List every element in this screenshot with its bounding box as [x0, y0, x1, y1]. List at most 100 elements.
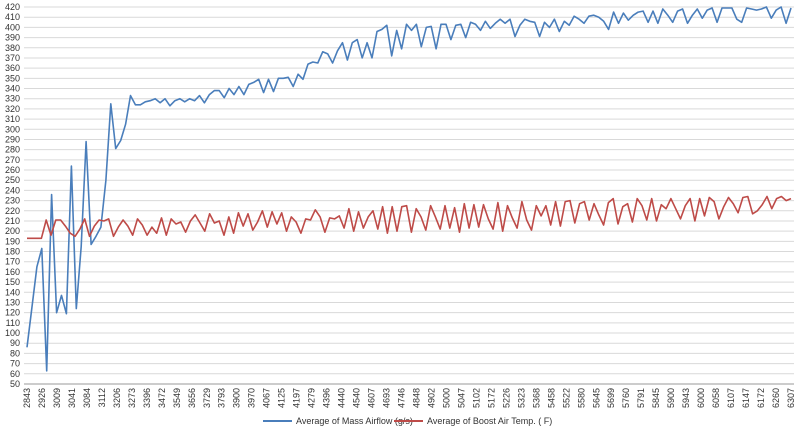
- x-tick-label: 5458: [546, 388, 556, 408]
- y-tick-label: 350: [5, 73, 20, 83]
- x-axis-tick-labels: 2843 2926 3009 3041 3084 3112 3206 3273 3396 3472…: [22, 388, 796, 408]
- y-tick-label: 250: [5, 175, 20, 185]
- x-tick-label: 4440: [337, 388, 347, 408]
- x-tick-label: 5900: [666, 388, 676, 408]
- x-tick-label: 5791: [636, 388, 646, 408]
- y-tick-label: 380: [5, 43, 20, 53]
- y-tick-label: 140: [5, 287, 20, 297]
- y-tick-label: 330: [5, 94, 20, 104]
- x-tick-label: 4125: [277, 388, 287, 408]
- x-tick-label: 5172: [486, 388, 496, 408]
- x-tick-label: 3549: [172, 388, 182, 408]
- x-tick-label: 3656: [187, 388, 197, 408]
- y-tick-label: 150: [5, 277, 20, 287]
- y-tick-label: 80: [10, 348, 20, 358]
- series-line-boost-air-temp: [27, 195, 792, 240]
- x-tick-label: 5323: [516, 388, 526, 408]
- x-tick-label: 6107: [726, 388, 736, 408]
- y-tick-label: 300: [5, 124, 20, 134]
- y-tick-label: 180: [5, 247, 20, 257]
- x-tick-label: 5226: [501, 388, 511, 408]
- legend-label-boost-air-temp: Average of Boost Air Temp. ( F): [427, 416, 552, 426]
- x-tick-label: 6307: [786, 388, 796, 408]
- x-tick-label: 6147: [741, 388, 751, 408]
- x-tick-label: 6172: [756, 388, 766, 408]
- x-tick-label: 4746: [397, 388, 407, 408]
- y-tick-label: 240: [5, 185, 20, 195]
- y-tick-label: 260: [5, 165, 20, 175]
- x-tick-label: 6058: [711, 388, 721, 408]
- y-tick-label: 170: [5, 257, 20, 267]
- y-tick-label: 410: [5, 12, 20, 22]
- x-tick-label: 4540: [352, 388, 362, 408]
- legend: Average of Mass Airflow (g/s) Average of…: [263, 416, 552, 426]
- x-tick-label: 4848: [411, 388, 421, 408]
- y-tick-label: 190: [5, 236, 20, 246]
- x-tick-label: 6000: [696, 388, 706, 408]
- y-tick-label: 220: [5, 206, 20, 216]
- x-tick-label: 4902: [426, 388, 436, 408]
- x-tick-label: 3273: [127, 388, 137, 408]
- y-tick-label: 230: [5, 196, 20, 206]
- x-tick-label: 5943: [681, 388, 691, 408]
- x-tick-label: 3041: [67, 388, 77, 408]
- y-tick-label: 400: [5, 22, 20, 32]
- y-tick-label: 420: [5, 2, 20, 12]
- y-axis-tick-labels: 5060708090100110120130140150160170180190…: [5, 2, 20, 389]
- x-tick-label: 4279: [307, 388, 317, 408]
- y-tick-label: 200: [5, 226, 20, 236]
- y-tick-label: 160: [5, 267, 20, 277]
- y-tick-label: 270: [5, 155, 20, 165]
- x-tick-label: 3396: [142, 388, 152, 408]
- x-tick-label: 4607: [367, 388, 377, 408]
- y-tick-label: 310: [5, 114, 20, 124]
- x-tick-label: 5580: [576, 388, 586, 408]
- x-tick-label: 3793: [217, 388, 227, 408]
- x-tick-label: 3112: [97, 388, 107, 407]
- series-lines: [26, 6, 792, 372]
- x-tick-label: 5645: [591, 388, 601, 408]
- y-tick-label: 280: [5, 145, 20, 155]
- x-tick-label: 3900: [232, 388, 242, 408]
- x-tick-label: 3970: [247, 388, 257, 408]
- y-tick-label: 70: [10, 359, 20, 369]
- x-tick-label: 4067: [262, 388, 272, 408]
- x-tick-label: 2843: [22, 388, 32, 408]
- x-tick-label: 6260: [771, 388, 781, 408]
- x-tick-label: 3084: [82, 388, 92, 408]
- y-tick-label: 390: [5, 33, 20, 43]
- x-tick-label: 4197: [292, 388, 302, 408]
- y-tick-label: 120: [5, 308, 20, 318]
- y-tick-label: 320: [5, 104, 20, 114]
- y-tick-label: 60: [10, 369, 20, 379]
- x-tick-label: 5368: [531, 388, 541, 408]
- x-tick-label: 5760: [621, 388, 631, 408]
- x-tick-label: 2926: [37, 388, 47, 408]
- y-tick-label: 130: [5, 297, 20, 307]
- x-tick-label: 5845: [651, 388, 661, 408]
- y-tick-label: 360: [5, 63, 20, 73]
- x-tick-label: 3472: [157, 388, 167, 408]
- x-tick-label: 4693: [382, 388, 392, 408]
- y-tick-label: 110: [6, 318, 20, 328]
- y-tick-label: 90: [10, 338, 20, 348]
- x-tick-label: 5102: [471, 388, 481, 408]
- grid-lines: [24, 6, 794, 385]
- y-tick-label: 340: [5, 84, 20, 94]
- y-tick-label: 100: [5, 328, 20, 338]
- x-tick-label: 5047: [456, 388, 466, 408]
- y-tick-label: 370: [5, 53, 20, 63]
- x-tick-label: 3206: [112, 388, 122, 408]
- x-tick-label: 5000: [441, 388, 451, 408]
- x-tick-label: 5699: [606, 388, 616, 408]
- x-tick-label: 3009: [52, 388, 62, 408]
- x-tick-label: 3729: [202, 388, 212, 408]
- x-tick-label: 4396: [322, 388, 332, 408]
- y-tick-label: 50: [10, 379, 20, 389]
- x-tick-label: 5522: [561, 388, 571, 408]
- y-tick-label: 290: [5, 134, 20, 144]
- y-tick-label: 210: [5, 216, 20, 226]
- series-line-mass-airflow: [26, 6, 792, 372]
- legend-label-mass-airflow: Average of Mass Airflow (g/s): [296, 416, 413, 426]
